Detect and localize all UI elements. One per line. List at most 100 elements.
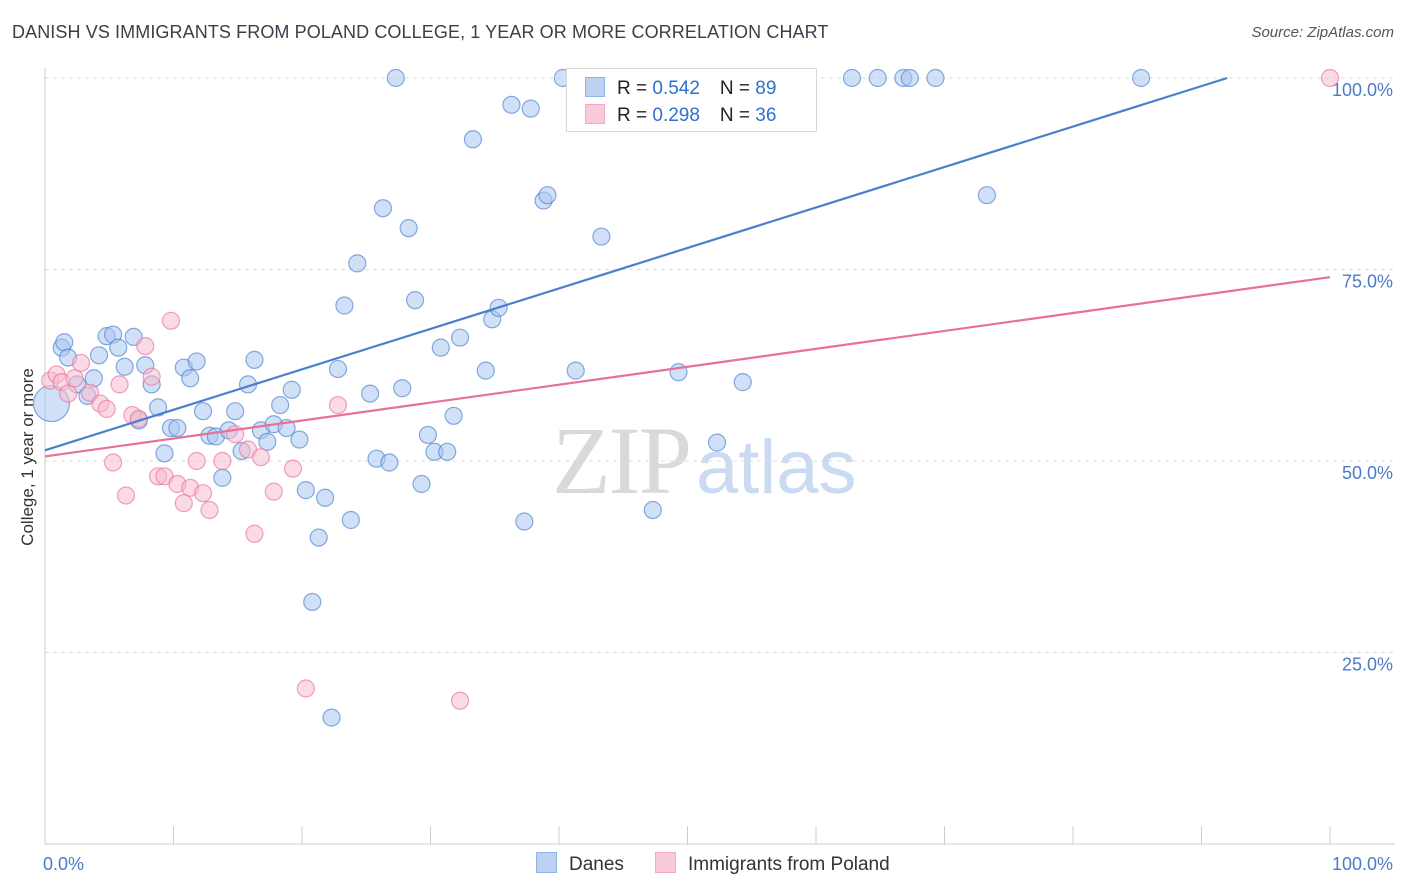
point-danes [1132, 68, 1151, 88]
point-poland [136, 337, 155, 356]
point-danes [187, 352, 206, 371]
point-danes [707, 433, 727, 452]
point-danes [450, 328, 470, 347]
point-danes [155, 444, 174, 463]
point-danes [399, 219, 418, 238]
point-danes [309, 528, 328, 547]
point-poland [245, 524, 264, 543]
point-danes [438, 442, 457, 461]
point-poland [283, 459, 303, 478]
point-poland [1320, 68, 1340, 88]
y-tick-label: 25.0% [1342, 655, 1393, 675]
point-danes [361, 384, 380, 403]
point-danes [431, 338, 450, 357]
point-poland [193, 484, 213, 503]
point-danes [733, 373, 752, 392]
r-label: R = [617, 78, 653, 99]
point-danes [213, 468, 232, 487]
point-danes [303, 592, 322, 612]
point-danes [316, 488, 335, 507]
y-tick-label: 75.0% [1342, 272, 1393, 292]
point-danes [271, 395, 290, 415]
point-poland [142, 367, 161, 386]
point-danes [926, 68, 945, 88]
point-danes [282, 380, 301, 399]
legend-swatch-danes [585, 77, 605, 97]
n-label: N = [719, 105, 756, 126]
chart-source: Source: ZipAtlas.com [1251, 24, 1394, 41]
point-poland [213, 451, 232, 471]
point-danes [868, 68, 887, 88]
r-value: 0.542 [652, 78, 700, 99]
point-danes [900, 68, 919, 88]
point-danes [181, 369, 200, 388]
chart-title: DANISH VS IMMIGRANTS FROM POLAND COLLEGE… [12, 22, 829, 42]
y-tick-label: 100.0% [1332, 80, 1393, 100]
point-danes [290, 430, 309, 449]
legend-swatch-poland [585, 104, 605, 124]
point-danes [538, 186, 557, 205]
stats-legend-row-danes: R = 0.542 N = 89 [585, 77, 776, 101]
point-poland [104, 453, 123, 472]
point-danes [643, 500, 662, 520]
point-danes [842, 68, 862, 88]
trendline-poland [44, 276, 1331, 458]
point-danes [412, 474, 431, 494]
series-legend-label: Immigrants from Poland [688, 854, 890, 875]
point-poland [328, 395, 348, 415]
point-poland [161, 311, 181, 330]
point-poland [450, 691, 470, 710]
n-value: 89 [755, 78, 777, 99]
point-danes [418, 425, 438, 445]
x-tick-label: 0.0% [43, 854, 84, 874]
point-poland [187, 451, 206, 471]
point-danes [566, 361, 585, 380]
point-danes [393, 379, 412, 398]
point-danes [348, 254, 367, 273]
point-poland [59, 384, 78, 403]
point-poland [296, 679, 315, 698]
stats-legend-row-poland: R = 0.298 N = 36 [585, 104, 776, 128]
series-swatch-poland [655, 852, 676, 873]
point-danes [109, 338, 128, 357]
series-legend-label: Danes [569, 854, 624, 875]
point-danes [245, 350, 264, 369]
point-danes [193, 402, 213, 421]
point-poland [174, 494, 193, 513]
point-danes [335, 296, 354, 315]
point-poland [97, 399, 116, 419]
series-legend: Danes Immigrants from Poland [0, 852, 1406, 878]
point-danes [226, 402, 245, 421]
point-danes [502, 95, 521, 114]
point-danes [380, 453, 399, 472]
point-danes [521, 99, 540, 118]
point-danes [444, 406, 463, 425]
point-danes [386, 68, 405, 88]
stats-legend: R = 0.542 N = 89 R = 0.298 N = 36 [566, 68, 817, 132]
series-swatch-danes [536, 852, 557, 873]
point-danes [89, 346, 109, 365]
point-poland [251, 448, 270, 467]
point-danes [168, 418, 187, 438]
point-danes [115, 357, 134, 376]
point-danes [258, 432, 277, 451]
point-poland [71, 353, 91, 373]
point-danes [592, 227, 611, 246]
point-danes [476, 361, 495, 380]
r-label: R = [617, 105, 653, 126]
point-danes [55, 333, 74, 352]
point-danes [341, 510, 360, 530]
r-value: 0.298 [652, 105, 700, 126]
n-label: N = [719, 78, 756, 99]
point-danes [148, 398, 168, 417]
point-danes [373, 199, 393, 218]
point-poland [116, 486, 136, 505]
y-tick-label: 50.0% [1342, 463, 1393, 483]
series-legend-danes: Danes [536, 852, 624, 876]
point-danes [463, 130, 483, 149]
x-tick-label: 100.0% [1332, 854, 1393, 874]
trendline-danes [44, 76, 1228, 452]
point-danes [405, 291, 425, 310]
point-danes [515, 512, 534, 531]
